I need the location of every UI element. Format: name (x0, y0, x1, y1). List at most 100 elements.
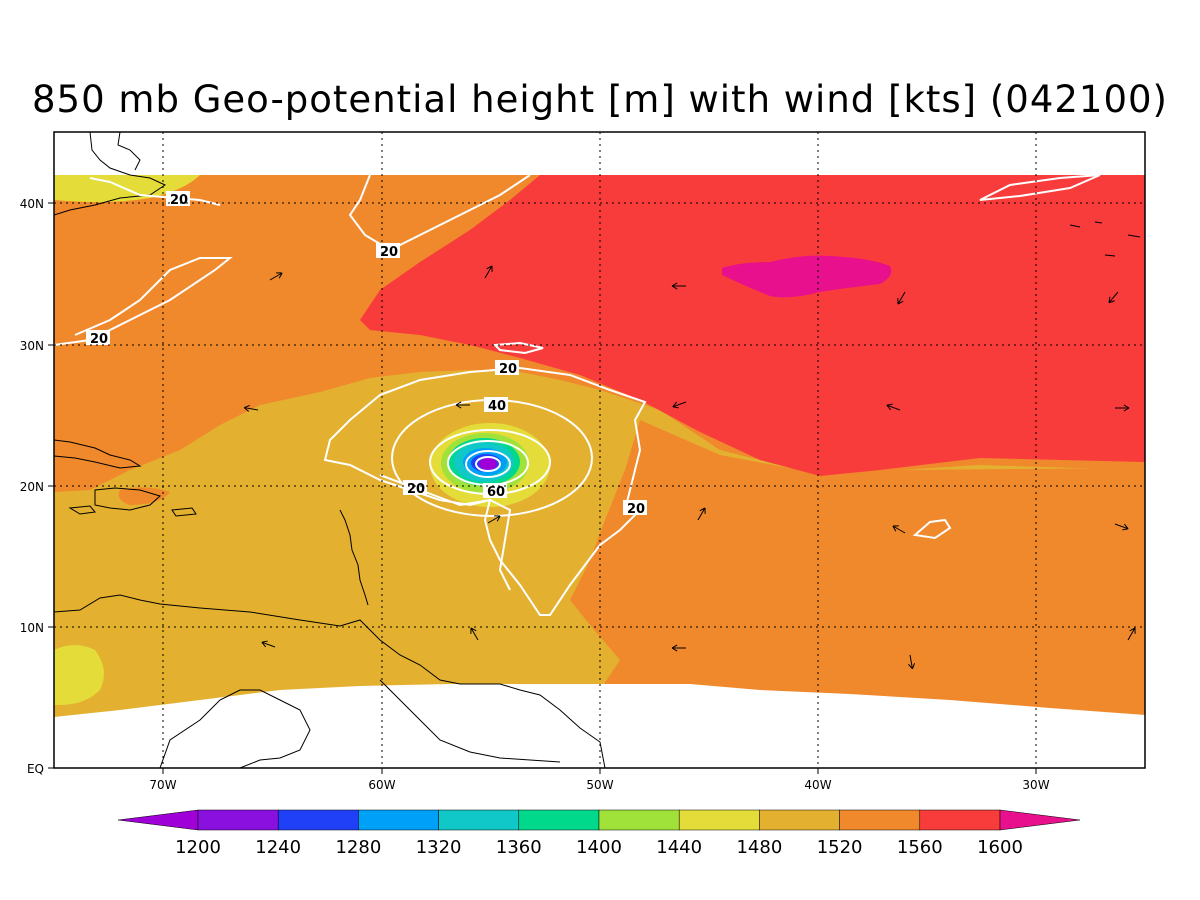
wind-arrow (470, 627, 479, 641)
lat-label-10n: 10N (20, 621, 44, 635)
field-1520-1560-patch (118, 487, 170, 505)
wind-arrow (1114, 523, 1129, 531)
contour-label-bg (495, 360, 519, 375)
contour-20-nw (89, 177, 221, 206)
colorbar-swatch (358, 809, 439, 831)
graticule (54, 132, 1145, 768)
coast-islands-small (1069, 221, 1141, 257)
colorbar-arrow-low (117, 809, 199, 831)
contour-labels: 20 20 20 20 20 40 60 20 (86, 191, 647, 517)
lon-label-30w: 30W (1022, 778, 1049, 792)
wind-arrow (908, 654, 916, 670)
coastlines (54, 132, 1141, 768)
coast-jamaica (68, 505, 96, 515)
coast-guianas (379, 679, 561, 763)
contour-label-20: 20 (627, 502, 645, 517)
lat-label-20n: 20N (20, 480, 44, 494)
wind-arrow (484, 265, 493, 279)
contour-20-west (54, 257, 233, 346)
colorbar (117, 809, 1081, 831)
lon-label-70w: 70W (149, 778, 176, 792)
wind-arrow (672, 401, 687, 409)
coast-cuba (54, 439, 142, 469)
colorbar-tick-label: 1600 (977, 837, 1023, 858)
lon-label-40w: 40W (804, 778, 831, 792)
colorbar-swatch (518, 809, 600, 831)
wind-vectors (243, 265, 1136, 670)
colorbar-swatch (839, 809, 921, 831)
wind-arrow (671, 282, 686, 290)
lon-label-60w: 60W (368, 778, 395, 792)
colorbar-tick-label: 1440 (656, 837, 702, 858)
contour-label-60: 60 (487, 485, 505, 500)
coast-puerto-rico (171, 507, 197, 517)
axis-ticks (48, 202, 1037, 774)
wind-arrow (897, 291, 906, 305)
wind-arrow (886, 403, 901, 411)
coast-north-america (54, 132, 167, 216)
colorbar-tick-label: 1560 (897, 837, 943, 858)
longitude-labels: 70W 60W 50W 40W 30W (149, 778, 1049, 792)
coast-south-america (54, 594, 606, 768)
contour-20-small (492, 341, 544, 355)
coast-hispaniola (94, 487, 161, 511)
lon-label-50w: 50W (586, 778, 613, 792)
wind-arrow (892, 525, 906, 534)
contour-label-bg (86, 330, 110, 345)
field-1560-1600 (360, 175, 1145, 476)
wind-arrow (671, 644, 686, 652)
contour-20-northeast (979, 174, 1101, 201)
coast-inland (159, 689, 311, 768)
contour-label-20: 20 (407, 482, 425, 497)
colorbar-tick-label: 1240 (255, 837, 301, 858)
contour-label-20: 20 (170, 193, 188, 208)
contour-label-bg (623, 500, 647, 515)
contour-label-bg (166, 191, 190, 206)
field-1520-1560-southeast (570, 420, 1145, 768)
colorbar-swatch (197, 809, 279, 831)
lat-label-30n: 30N (20, 339, 44, 353)
contour-100 (475, 456, 501, 472)
field-1440-1480-west (54, 645, 104, 705)
colorbar-swatch (277, 809, 359, 831)
contour-label-bg (483, 483, 507, 498)
contour-20-east (912, 518, 952, 540)
coast-lesser-antilles (339, 509, 369, 606)
colorbar-swatch (438, 809, 520, 831)
wind-arrow (261, 640, 276, 648)
colorbar-tick-label: 1280 (335, 837, 381, 858)
contour-label-bg (484, 397, 508, 412)
colorbar-swatch (759, 809, 840, 831)
wind-arrow (697, 507, 706, 521)
contour-label-20: 20 (380, 245, 398, 260)
colorbar-arrow-high (999, 809, 1081, 831)
colorbar-tick-label: 1360 (496, 837, 542, 858)
shaded-field (54, 132, 1145, 768)
map-title: 850 mb Geo-potential height [m] with win… (32, 78, 1168, 121)
lat-label-eq: EQ (27, 762, 44, 776)
colorbar-tick-label: 1520 (817, 837, 863, 858)
wind-arrow (487, 515, 501, 524)
wind-arrow (269, 272, 283, 281)
wind-arrow (1115, 404, 1130, 412)
wind-arrow (1127, 627, 1136, 641)
contour-label-bg (403, 480, 427, 495)
contour-label-20: 20 (90, 332, 108, 347)
colorbar-labels: 1200 1240 1280 1320 1360 1400 1440 1480 1520 1560… (175, 837, 1023, 858)
colorbar-tick-label: 1320 (416, 837, 462, 858)
contour-label-40: 40 (488, 399, 506, 414)
contour-label-20: 20 (499, 362, 517, 377)
wind-arrow (1108, 291, 1119, 304)
latitude-labels: 40N 30N 20N 10N EQ (20, 197, 44, 776)
wind-arrow (243, 404, 259, 412)
field-storm-below-1240 (479, 458, 497, 470)
contour-80 (465, 450, 511, 478)
lat-label-40n: 40N (20, 197, 44, 211)
wind-arrow (455, 401, 470, 409)
colorbar-tick-label: 1400 (576, 837, 622, 858)
contour-20-storm (323, 366, 647, 616)
field-above-1600 (722, 255, 892, 298)
colorbar-swatch (919, 809, 1001, 831)
colorbar-tick-label: 1200 (175, 837, 221, 858)
